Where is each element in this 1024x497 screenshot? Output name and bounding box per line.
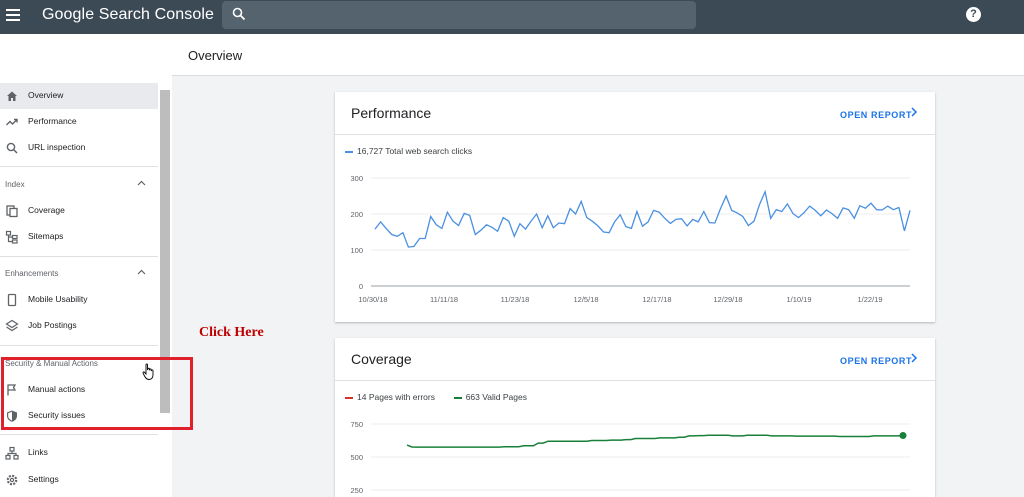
x-tick-label: 11/11/18 bbox=[430, 295, 458, 304]
click-here-annotation: Click Here bbox=[199, 325, 264, 340]
sidebar-item-job-postings[interactable]: Job Postings bbox=[0, 313, 158, 339]
open-report-link[interactable]: OPEN REPORT bbox=[840, 110, 913, 120]
top-app-bar: Google Search Console ? bbox=[0, 0, 1024, 34]
coverage-icon bbox=[6, 205, 18, 218]
y-tick-label: 0 bbox=[359, 282, 363, 291]
y-tick-label: 200 bbox=[350, 210, 363, 219]
series-line-clicks bbox=[374, 189, 911, 248]
sidebar-divider bbox=[0, 256, 158, 257]
search-icon bbox=[232, 7, 246, 21]
home-icon bbox=[7, 91, 17, 101]
chevron-up-icon[interactable] bbox=[137, 179, 146, 188]
y-tick-label: 100 bbox=[350, 246, 363, 255]
page-header: Overview bbox=[172, 34, 1024, 76]
series-end-point[interactable] bbox=[899, 431, 907, 439]
x-tick-label: 1/22/19 bbox=[857, 295, 882, 304]
legend-label: 16,727 Total web search clicks bbox=[357, 146, 473, 156]
sidebar-divider bbox=[0, 345, 158, 346]
sidebar-item-label: Security issues bbox=[28, 410, 86, 420]
sidebar-item-mobile-usability[interactable]: Mobile Usability bbox=[0, 287, 158, 313]
x-tick-label: 1/10/19 bbox=[786, 295, 811, 304]
chevron-up-icon[interactable] bbox=[137, 268, 146, 277]
sidebar-item-label: Links bbox=[28, 447, 48, 457]
app-title[interactable]: Google Search Console bbox=[42, 6, 214, 23]
card-title: Coverage bbox=[351, 351, 412, 367]
sidebar-item-overview[interactable]: Overview bbox=[0, 83, 158, 109]
chart-legend: 14 Pages with errors 663 Valid Pages bbox=[345, 392, 527, 402]
y-tick-label: 750 bbox=[350, 420, 363, 429]
sidebar-divider bbox=[0, 434, 158, 435]
coverage-chart: 250 500 750 bbox=[350, 420, 910, 495]
sidebar-item-manual-actions[interactable]: Manual actions bbox=[0, 377, 158, 403]
sidebar-item-coverage[interactable]: Coverage bbox=[0, 198, 158, 224]
sidebar-item-label: Coverage bbox=[28, 205, 65, 215]
chevron-right-icon[interactable] bbox=[910, 353, 918, 363]
page-title: Overview bbox=[188, 48, 243, 63]
card-title: Performance bbox=[351, 105, 432, 121]
layers-icon bbox=[5, 319, 19, 332]
hand-cursor-icon bbox=[142, 363, 154, 380]
coverage-card: Coverage OPEN REPORT 14 Pages with error… bbox=[335, 338, 935, 497]
legend-swatch bbox=[345, 396, 353, 399]
links-icon bbox=[5, 446, 19, 460]
legend-swatch bbox=[453, 396, 462, 399]
sidebar-item-label: URL inspection bbox=[28, 142, 86, 152]
sidebar-scrollbar[interactable] bbox=[160, 90, 170, 413]
help-icon[interactable]: ? bbox=[966, 7, 981, 22]
gear-icon bbox=[6, 474, 18, 486]
sitemap-icon bbox=[5, 230, 18, 244]
section-title: Index bbox=[5, 180, 25, 189]
x-tick-label: 12/17/18 bbox=[642, 295, 671, 304]
x-tick-label: 11/23/18 bbox=[501, 295, 530, 304]
y-tick-label: 500 bbox=[350, 453, 363, 462]
performance-card: Performance OPEN REPORT 16,727 Total web… bbox=[335, 92, 935, 322]
legend-swatch bbox=[345, 150, 353, 153]
trending-up-icon bbox=[6, 118, 18, 126]
sidebar-item-performance[interactable]: Performance bbox=[0, 109, 158, 135]
sidebar-item-sitemaps[interactable]: Sitemaps bbox=[0, 224, 158, 250]
sidebar-item-label: Overview bbox=[28, 90, 64, 100]
open-report-link[interactable]: OPEN REPORT bbox=[840, 356, 913, 366]
sidebar-item-label: Mobile Usability bbox=[28, 294, 88, 304]
menu-icon[interactable] bbox=[6, 9, 20, 21]
sidebar-divider bbox=[0, 166, 158, 167]
sidebar-item-security-issues[interactable]: Security issues bbox=[0, 403, 158, 429]
section-header-index[interactable]: Index bbox=[0, 174, 158, 196]
section-title: Security & Manual Actions bbox=[5, 359, 98, 368]
sidebar-item-label: Settings bbox=[28, 474, 59, 484]
card-divider bbox=[335, 134, 935, 135]
sidebar-item-label: Performance bbox=[28, 116, 77, 126]
section-header-security[interactable]: Security & Manual Actions bbox=[0, 353, 158, 375]
phone-icon bbox=[7, 293, 17, 307]
x-tick-label: 12/5/18 bbox=[573, 295, 598, 304]
sidebar-item-label: Sitemaps bbox=[28, 231, 64, 241]
sidebar-item-label: Job Postings bbox=[28, 320, 77, 330]
annotation-highlight-box bbox=[1, 357, 193, 430]
y-tick-label: 300 bbox=[350, 174, 363, 183]
shield-icon bbox=[7, 410, 17, 422]
chevron-right-icon[interactable] bbox=[910, 107, 918, 117]
x-tick-label: 12/29/18 bbox=[713, 295, 742, 304]
sidebar-item-url-inspection[interactable]: URL inspection bbox=[0, 135, 158, 161]
legend-label: 14 Pages with errors bbox=[357, 392, 435, 402]
y-tick-label: 250 bbox=[350, 486, 363, 495]
card-divider bbox=[335, 380, 935, 381]
performance-chart: 0 100 200 300 10/30/18 11/11/18 11/23/18 12/5/1… bbox=[350, 174, 911, 304]
search-box[interactable] bbox=[222, 1, 696, 29]
series-line-valid-pages bbox=[406, 434, 904, 448]
flag-icon bbox=[7, 384, 17, 396]
sidebar-item-settings[interactable]: Settings bbox=[0, 467, 158, 493]
legend-label: 663 Valid Pages bbox=[465, 392, 527, 402]
search-icon bbox=[6, 142, 18, 154]
sidebar: Overview Performance URL inspection Inde… bbox=[0, 34, 172, 497]
section-header-enhancements[interactable]: Enhancements bbox=[0, 263, 158, 285]
sidebar-item-label: Manual actions bbox=[28, 384, 86, 394]
search-input[interactable] bbox=[254, 6, 684, 24]
chart-legend: 16,727 Total web search clicks bbox=[345, 146, 472, 156]
sidebar-item-links[interactable]: Links bbox=[0, 440, 158, 466]
section-title: Enhancements bbox=[5, 269, 59, 278]
x-tick-label: 10/30/18 bbox=[358, 295, 387, 304]
